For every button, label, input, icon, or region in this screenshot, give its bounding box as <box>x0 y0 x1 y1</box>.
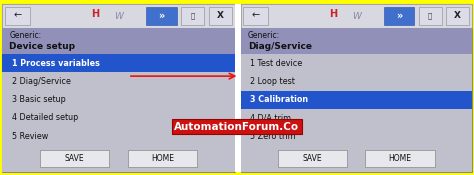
Text: 2 Diag/Service: 2 Diag/Service <box>12 77 71 86</box>
Bar <box>241 54 472 72</box>
Bar <box>39 150 109 167</box>
Text: ←: ← <box>13 11 21 21</box>
Text: ⎙: ⎙ <box>428 12 432 19</box>
Text: Diag/Service: Diag/Service <box>248 42 312 51</box>
Text: 3 Calibration: 3 Calibration <box>250 95 308 104</box>
Bar <box>384 6 414 25</box>
Bar <box>241 4 472 172</box>
Bar <box>241 127 472 145</box>
Text: ⎙: ⎙ <box>191 12 195 19</box>
Bar <box>5 6 30 25</box>
Text: AutomationForum.Co: AutomationForum.Co <box>174 122 300 132</box>
Text: 1 Test device: 1 Test device <box>250 59 302 68</box>
Text: »: » <box>396 11 402 21</box>
Text: »: » <box>158 11 164 21</box>
Text: H: H <box>91 9 100 19</box>
Bar <box>146 6 176 25</box>
Bar <box>241 72 472 90</box>
Bar <box>2 4 235 172</box>
Bar <box>241 4 472 28</box>
Text: H: H <box>329 9 337 19</box>
Bar <box>241 90 472 109</box>
Bar <box>2 90 235 109</box>
Bar <box>2 28 235 54</box>
Text: 5 Review: 5 Review <box>12 132 48 141</box>
Bar <box>278 150 347 167</box>
Text: W: W <box>352 12 361 21</box>
Text: Generic:: Generic: <box>9 31 41 40</box>
Bar <box>235 4 241 172</box>
Text: X: X <box>217 11 224 20</box>
Bar <box>2 109 235 127</box>
Text: W: W <box>114 12 123 21</box>
Text: 3 Basic setup: 3 Basic setup <box>12 95 65 104</box>
Bar <box>241 28 472 54</box>
Bar <box>2 127 235 145</box>
Bar <box>243 6 268 25</box>
Text: HOME: HOME <box>389 154 411 163</box>
Bar <box>2 54 235 72</box>
Text: SAVE: SAVE <box>64 154 84 163</box>
Bar <box>446 6 469 25</box>
Text: Generic:: Generic: <box>248 31 280 40</box>
Text: SAVE: SAVE <box>302 154 322 163</box>
Text: 4 D/A trim: 4 D/A trim <box>250 114 291 122</box>
Bar <box>128 150 198 167</box>
Text: 2 Loop test: 2 Loop test <box>250 77 295 86</box>
Text: 1 Process variables: 1 Process variables <box>12 59 100 68</box>
Text: X: X <box>454 11 461 20</box>
Bar <box>419 6 442 25</box>
Text: HOME: HOME <box>151 154 174 163</box>
Text: ←: ← <box>252 11 260 21</box>
Text: 5 Zero trim: 5 Zero trim <box>250 132 296 141</box>
Text: 4 Detailed setup: 4 Detailed setup <box>12 114 78 122</box>
Bar <box>2 145 235 172</box>
Text: Device setup: Device setup <box>9 42 75 51</box>
Bar <box>365 150 435 167</box>
Bar <box>241 109 472 127</box>
Bar <box>181 6 204 25</box>
Bar <box>241 145 472 172</box>
Bar <box>209 6 232 25</box>
Bar <box>2 4 235 28</box>
Bar <box>2 72 235 90</box>
